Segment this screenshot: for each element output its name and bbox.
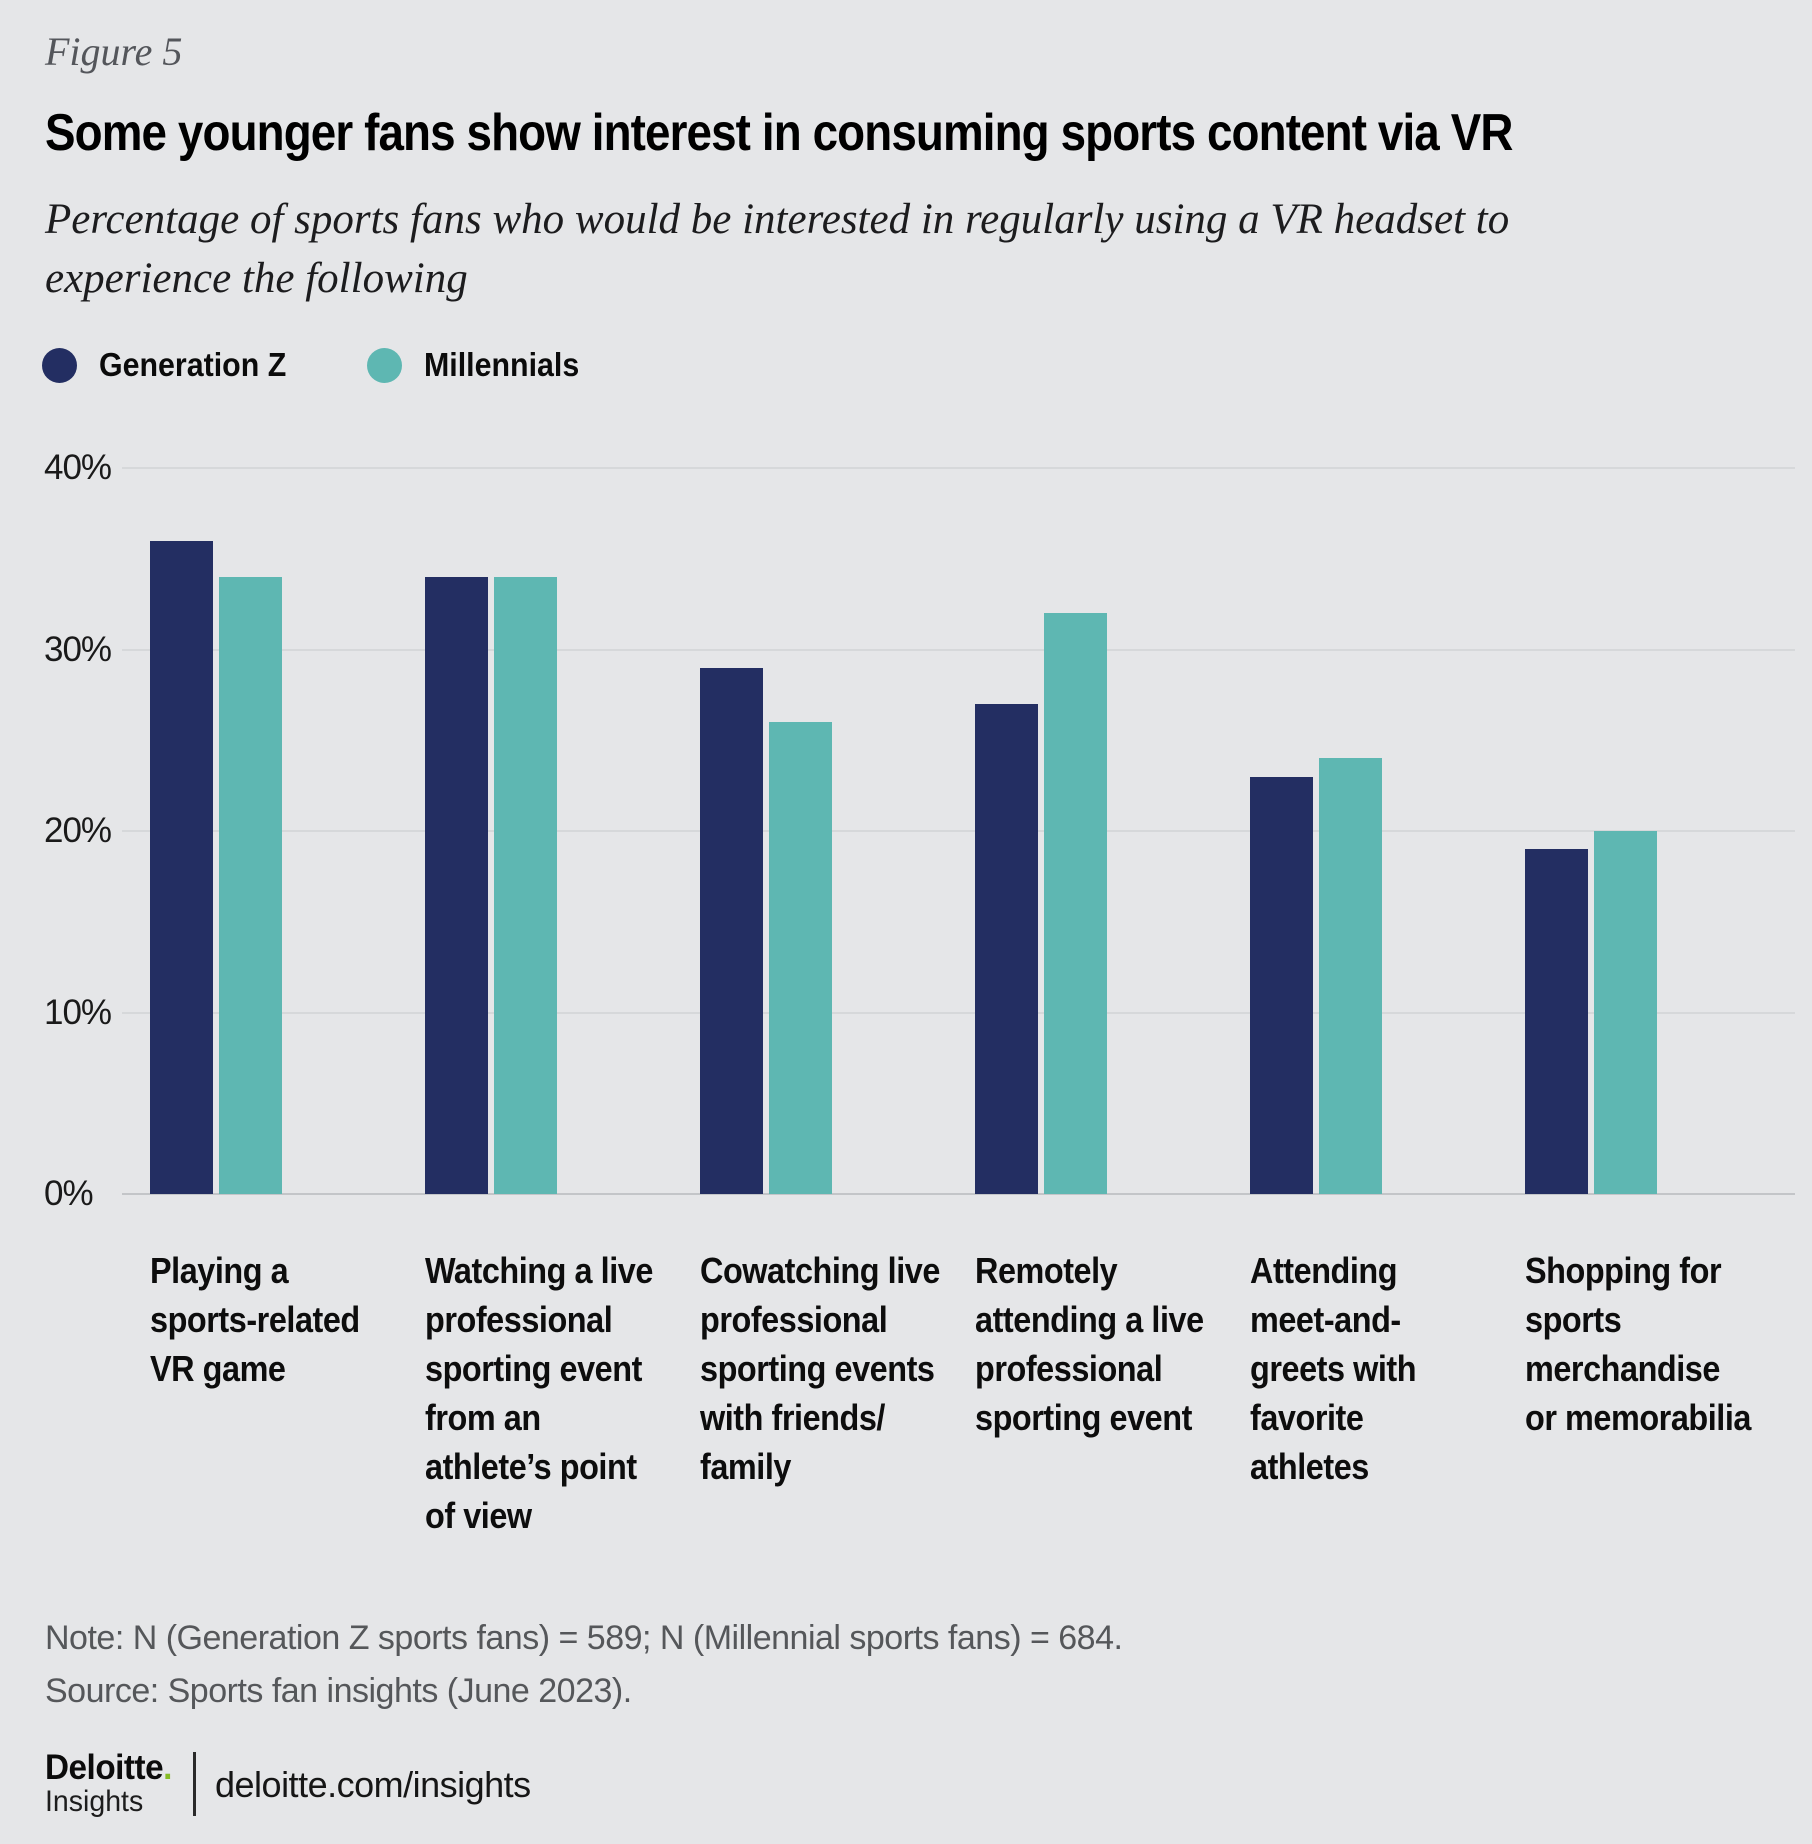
legend-item-millennials: Millennials [366,346,593,384]
category-label-3: Cowatching live professional sporting ev… [700,1250,940,1487]
bar-group-2 [425,468,557,1194]
bar-generation-z-group-1 [150,540,213,1194]
note-block: Note: N (Generation Z sports fans) = 589… [45,1612,1123,1718]
bar-group-3 [700,468,832,1194]
bar-group-4 [975,468,1107,1194]
bar-generation-z-group-5 [1250,776,1313,1194]
gridline-20% [122,830,1795,832]
figure-label: Figure 5 [45,29,183,74]
bar-millennials-group-5 [1319,758,1382,1194]
bar-generation-z-group-6 [1525,849,1588,1194]
deloitte-wordmark: Deloitte. [45,1748,172,1787]
footer-divider [193,1752,196,1816]
bar-generation-z-group-4 [975,703,1038,1194]
category-label-4: Remotely attending a live professional s… [975,1250,1204,1438]
insights-wordmark: Insights [45,1785,144,1818]
category-label-6: Shopping for sports merchandise or memor… [1525,1250,1751,1438]
bar-millennials-group-1 [219,576,282,1194]
category-label-1: Playing a sports-related VR game [150,1250,360,1389]
y-tick-label-40%: 40% [44,448,112,487]
y-tick-label-10%: 10% [44,992,112,1032]
bar-millennials-group-3 [769,722,832,1194]
bar-group-1 [150,468,282,1194]
note-text: Note: N (Generation Z sports fans) = 589… [45,1619,1123,1657]
y-tick-label-0%: 0% [44,1174,94,1213]
chart-subtitle: Percentage of sports fans who would be i… [45,196,1510,303]
bar-millennials-group-4 [1044,613,1107,1194]
legend-label-millennials: Millennials [423,346,579,383]
bar-generation-z-group-2 [425,576,488,1194]
legend-item-generation-z: Generation Z [42,346,303,384]
gridline-30% [122,648,1795,651]
gridline-10% [122,1011,1795,1014]
y-tick-label-30%: 30% [44,629,112,669]
bar-millennials-group-2 [494,576,557,1194]
legend-label-generation-z: Generation Z [99,346,287,383]
y-tick-label-20%: 20% [44,811,112,850]
bar-millennials-group-6 [1594,831,1657,1194]
deloitte-green-dot-icon: . [163,1748,172,1787]
footer: Deloitte. Insights deloitte.com/insights [45,1750,531,1820]
bar-generation-z-group-3 [700,667,763,1194]
gridline-40% [122,467,1795,469]
bar-group-5 [1250,468,1382,1194]
category-label-2: Watching a live professional sporting ev… [425,1250,653,1536]
category-label-5: Attending meet-and- greets with favorite… [1250,1250,1417,1487]
deloitte-insights-link[interactable]: deloitte.com/insights [215,1764,531,1805]
millennials-swatch-icon [366,347,402,383]
generation-z-swatch-icon [42,347,77,383]
source-text: Source: Sports fan insights (June 2023). [45,1672,632,1711]
plot-area [122,467,1795,1195]
chart-title: Some younger fans show interest in consu… [45,104,1513,162]
gridline-0% [122,1193,1795,1195]
legend: Generation Z Millennials [42,346,592,384]
deloitte-logo: Deloitte. Insights [45,1750,179,1817]
bar-group-6 [1525,468,1657,1194]
